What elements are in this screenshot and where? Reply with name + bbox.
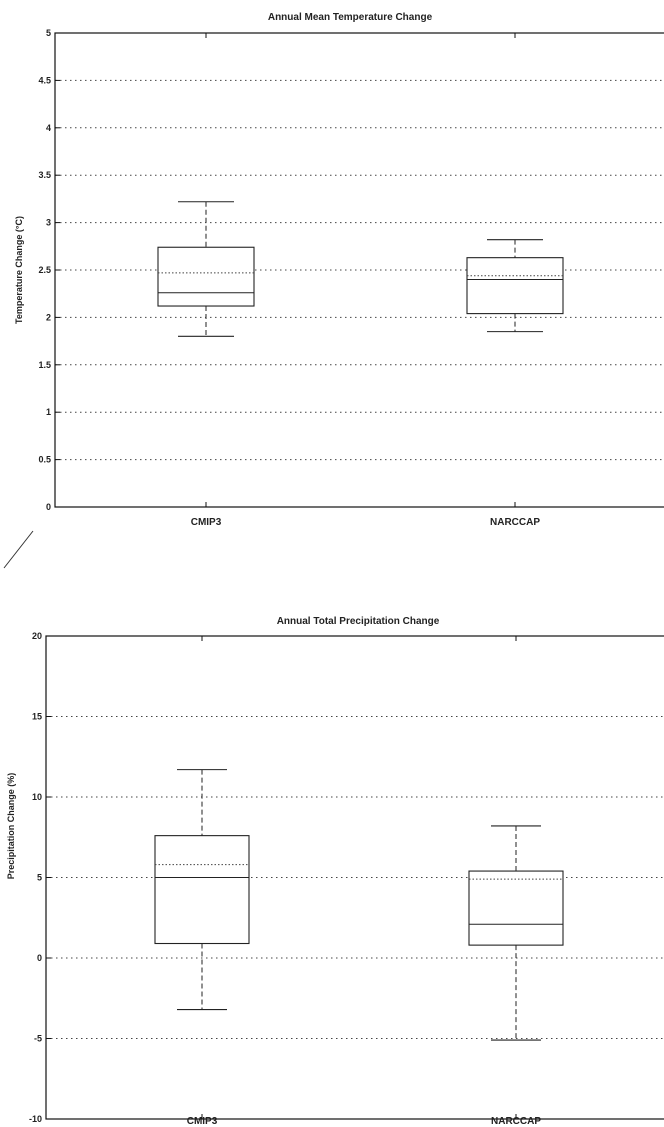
temperature-narccap-box xyxy=(466,257,564,315)
precipitation-y-axis-label: Precipitation Change (%) xyxy=(6,773,16,880)
temperature-chart: Annual Mean Temperature Change Temperatu… xyxy=(14,12,664,528)
precipitation-narccap-box xyxy=(468,870,564,946)
precipitation-chart-title: Annual Total Precipitation Change xyxy=(277,616,440,627)
precipitation-y-tick-label: 0 xyxy=(37,953,42,963)
temperature-y-tick-label: 1 xyxy=(46,407,51,417)
temperature-gridlines xyxy=(55,79,664,461)
temperature-y-tick-label: 3 xyxy=(46,218,51,228)
temperature-y-tick-label: 4 xyxy=(46,123,51,133)
pen-mark xyxy=(3,530,34,569)
precipitation-boxes xyxy=(154,769,564,1041)
precipitation-category-label: CMIP3 xyxy=(187,1116,218,1127)
temperature-y-tick-label: 3.5 xyxy=(38,170,51,180)
temperature-y-tick-label: 0 xyxy=(46,502,51,512)
temperature-y-tick-label: 2 xyxy=(46,312,51,322)
precipitation-category-label: NARCCAP xyxy=(491,1116,541,1127)
precipitation-y-tick-label: 15 xyxy=(32,712,42,722)
precipitation-chart: Annual Total Precipitation Change Precip… xyxy=(6,616,664,1127)
temperature-cmip3-box xyxy=(157,246,255,307)
temperature-chart-title: Annual Mean Temperature Change xyxy=(268,12,433,23)
precipitation-y-tick-label: 10 xyxy=(32,792,42,802)
temperature-x-ticks: CMIP3 NARCCAP xyxy=(191,33,540,528)
temperature-y-tick-label: 1.5 xyxy=(38,360,51,370)
precipitation-y-tick-label: 20 xyxy=(32,631,42,641)
precipitation-y-ticks: -10 -5 0 5 10 15 20 xyxy=(29,631,51,1124)
temperature-y-axis-label: Temperature Change (°C) xyxy=(14,216,24,324)
precipitation-x-ticks: CMIP3 NARCCAP xyxy=(187,636,541,1127)
temperature-y-tick-label: 4.5 xyxy=(38,75,51,85)
temperature-y-ticks: 0 0.5 1 1.5 2 2.5 3 3.5 4 4.5 5 xyxy=(38,28,60,512)
precipitation-y-tick-label: 5 xyxy=(37,873,42,883)
precipitation-y-tick-label: -10 xyxy=(29,1114,42,1124)
temperature-y-tick-label: 2.5 xyxy=(38,265,51,275)
temperature-category-label: CMIP3 xyxy=(191,517,222,528)
temperature-y-tick-label: 0.5 xyxy=(38,455,51,465)
precipitation-cmip3-box xyxy=(154,835,250,945)
temperature-boxes xyxy=(157,201,564,337)
temperature-y-tick-label: 5 xyxy=(46,28,51,38)
precipitation-y-tick-label: -5 xyxy=(34,1034,42,1044)
temperature-category-label: NARCCAP xyxy=(490,517,540,528)
precipitation-gridlines xyxy=(46,716,664,1039)
